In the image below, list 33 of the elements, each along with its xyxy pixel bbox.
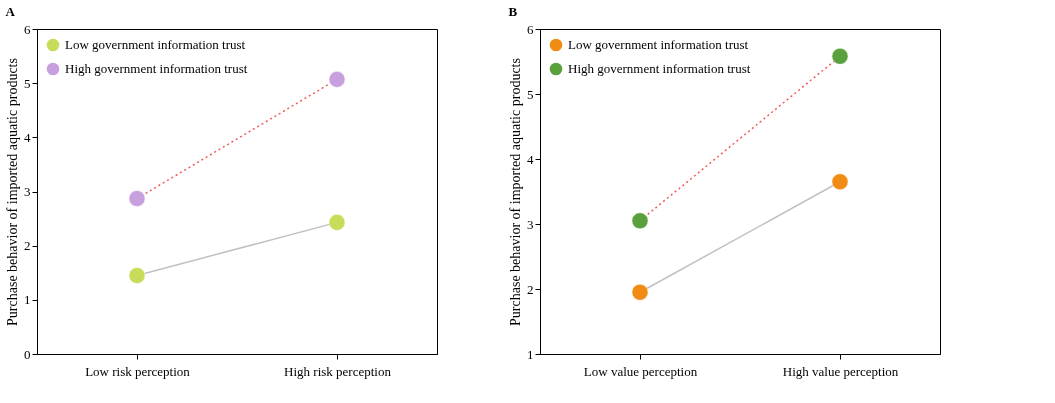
y-tick-label: 3 xyxy=(24,184,31,199)
legend-label: High government information trust xyxy=(65,61,248,76)
point xyxy=(831,173,849,191)
point xyxy=(631,283,649,301)
point xyxy=(128,267,146,284)
y-tick-label: 4 xyxy=(527,151,534,167)
x-tick-label: Low risk perception xyxy=(85,363,191,379)
y-tick-label: 4 xyxy=(24,129,31,145)
legend-label: High government information trust xyxy=(568,61,751,76)
legend-label: Low government information trust xyxy=(568,37,749,52)
y-tick-label: 1 xyxy=(527,346,534,362)
point xyxy=(328,214,346,231)
y-tick-label: 1 xyxy=(24,292,31,308)
y-axis-title: Purchase behavior of imported aquatic products xyxy=(508,58,523,326)
point xyxy=(831,48,849,65)
x-tick-label: High risk perception xyxy=(284,363,392,379)
point xyxy=(328,71,346,88)
chart-title: A xyxy=(5,4,16,19)
x-tick-label: High value perception xyxy=(782,363,899,379)
y-tick-label: 5 xyxy=(24,75,31,91)
point xyxy=(631,212,649,230)
y-tick-label: 6 xyxy=(527,21,534,37)
chart-title: B xyxy=(508,4,518,19)
x-tick-label: Low value perception xyxy=(583,363,698,379)
y-tick-label: 0 xyxy=(24,346,31,362)
y-axis-title: Purchase behavior of imported aquatic products xyxy=(5,58,20,326)
y-tick-label: 5 xyxy=(527,86,534,102)
y-tick-label: 2 xyxy=(527,281,534,297)
y-tick-label: 3 xyxy=(527,216,534,232)
y-tick-label: 6 xyxy=(24,21,31,37)
y-tick-label: 2 xyxy=(24,238,31,254)
legend-label: Low government information trust xyxy=(65,37,246,52)
point xyxy=(128,190,146,207)
